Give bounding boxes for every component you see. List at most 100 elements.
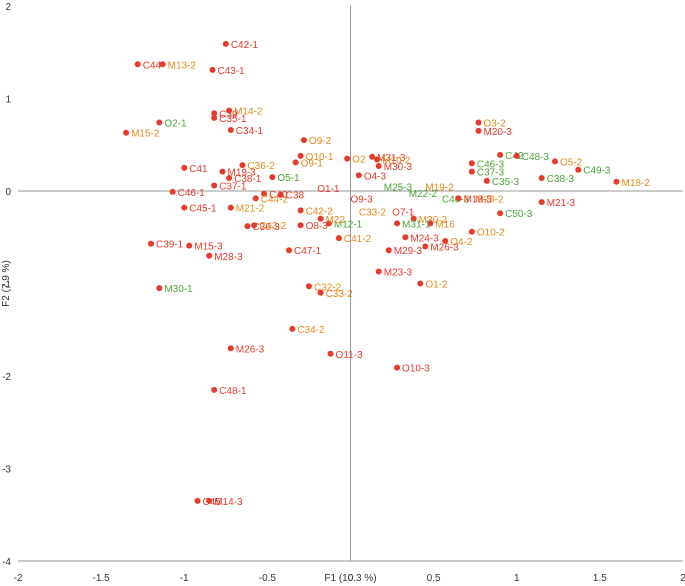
x-tick-label: -1 [180, 573, 189, 584]
data-point [226, 107, 233, 114]
data-point [468, 160, 475, 167]
y-axis-label: F2 (7.9 %) [1, 260, 12, 307]
point-label: M28-3 [214, 252, 243, 263]
point-label: M15-2 [131, 129, 160, 140]
data-point [277, 191, 284, 198]
data-point [375, 268, 382, 275]
point-label: C34-1 [236, 126, 264, 137]
point-label: C35-1 [219, 114, 247, 125]
data-point [227, 345, 234, 352]
y-tick-label: -3 [2, 465, 11, 476]
point-label: M14-3 [214, 497, 243, 508]
data-point [538, 199, 545, 206]
point-label: C37-3 [477, 168, 505, 179]
point-label: O4-3 [364, 171, 387, 182]
data-point [227, 204, 234, 211]
data-point [475, 119, 482, 126]
point-label: M21-3 [547, 198, 576, 209]
point-label: M30-3 [384, 162, 413, 173]
point-label: M26-3 [430, 243, 459, 254]
data-point [369, 153, 376, 160]
point-label: C32-2 [314, 282, 342, 293]
data-point [297, 222, 304, 229]
data-point [427, 220, 434, 227]
point-label: M24-3 [410, 233, 439, 244]
point-label: C34-2 [297, 325, 325, 336]
data-point [227, 126, 234, 133]
point-label: C48-3 [522, 152, 550, 163]
cluster-label: O7-1 [392, 207, 415, 218]
data-point [468, 168, 475, 175]
data-point [222, 40, 229, 47]
point-label: O4-2 [450, 237, 473, 248]
data-point [206, 252, 213, 259]
data-point [422, 243, 429, 250]
cluster-label: O1-1 [317, 184, 340, 195]
point-label: O10-2 [477, 228, 505, 239]
point-label: C41-2 [344, 234, 372, 245]
point-label: C46-1 [178, 188, 206, 199]
data-point [297, 152, 304, 159]
x-tick-label: 0 [348, 573, 354, 584]
data-point [211, 182, 218, 189]
point-label: C44-2 [261, 194, 289, 205]
y-tick-label: -2 [2, 372, 11, 383]
data-point [551, 158, 558, 165]
data-point [483, 177, 490, 184]
x-tick-label: -2 [14, 573, 23, 584]
data-point [123, 129, 130, 136]
data-point [300, 137, 307, 144]
data-point [497, 151, 504, 158]
data-point [211, 110, 218, 117]
data-point [181, 204, 188, 211]
data-point [211, 114, 218, 121]
x-axis-label: F1 (10.3 %) [324, 573, 376, 584]
point-label: C42-1 [231, 40, 259, 51]
data-point [169, 188, 176, 195]
data-point [394, 364, 401, 371]
point-label: O8-3 [306, 221, 329, 232]
point-label: M12-1 [334, 219, 363, 230]
data-point [134, 61, 141, 68]
cluster-label: M22-2 [409, 189, 438, 200]
point-label: M23-3 [384, 267, 413, 278]
data-point [355, 172, 362, 179]
data-point [261, 190, 268, 197]
point-label: M20-3 [484, 127, 513, 138]
point-label: C42-2 [306, 206, 334, 217]
point-label: O2 [352, 155, 366, 166]
data-point [148, 240, 154, 247]
point-label: C38 [286, 191, 305, 202]
point-label: M31-3 [377, 153, 406, 164]
point-label: C35-3 [492, 177, 520, 188]
data-point [317, 215, 324, 222]
point-label: M13-2 [168, 60, 197, 71]
cluster-label: C40-3 [442, 194, 470, 205]
cluster-label: M23-2 [475, 194, 504, 205]
y-tick-label: 1 [5, 95, 11, 106]
point-label: C49-3 [583, 166, 611, 177]
data-point [239, 162, 246, 169]
y-tick-label: -1 [2, 280, 11, 291]
data-point [475, 127, 482, 134]
point-label: M10-2 [382, 156, 411, 167]
point-label: M30-2 [419, 215, 448, 226]
data-point [374, 156, 381, 163]
point-label: C41 [189, 164, 208, 175]
point-label: C45 [203, 497, 222, 508]
point-label: C48-1 [219, 386, 247, 397]
point-label: C36-3 [252, 222, 280, 233]
y-tick-label: 2 [5, 2, 11, 13]
point-label: C50-3 [505, 209, 533, 220]
x-tick-label: 1 [514, 573, 520, 584]
point-label: O3-2 [484, 119, 507, 130]
data-point [252, 195, 259, 202]
data-point [455, 195, 462, 202]
point-label: M15-3 [194, 242, 223, 253]
point-label: M29-3 [394, 246, 423, 257]
point-label: M14-2 [234, 107, 263, 118]
data-point [219, 168, 226, 175]
data-point [513, 152, 520, 159]
point-label: O9-2 [309, 136, 332, 147]
